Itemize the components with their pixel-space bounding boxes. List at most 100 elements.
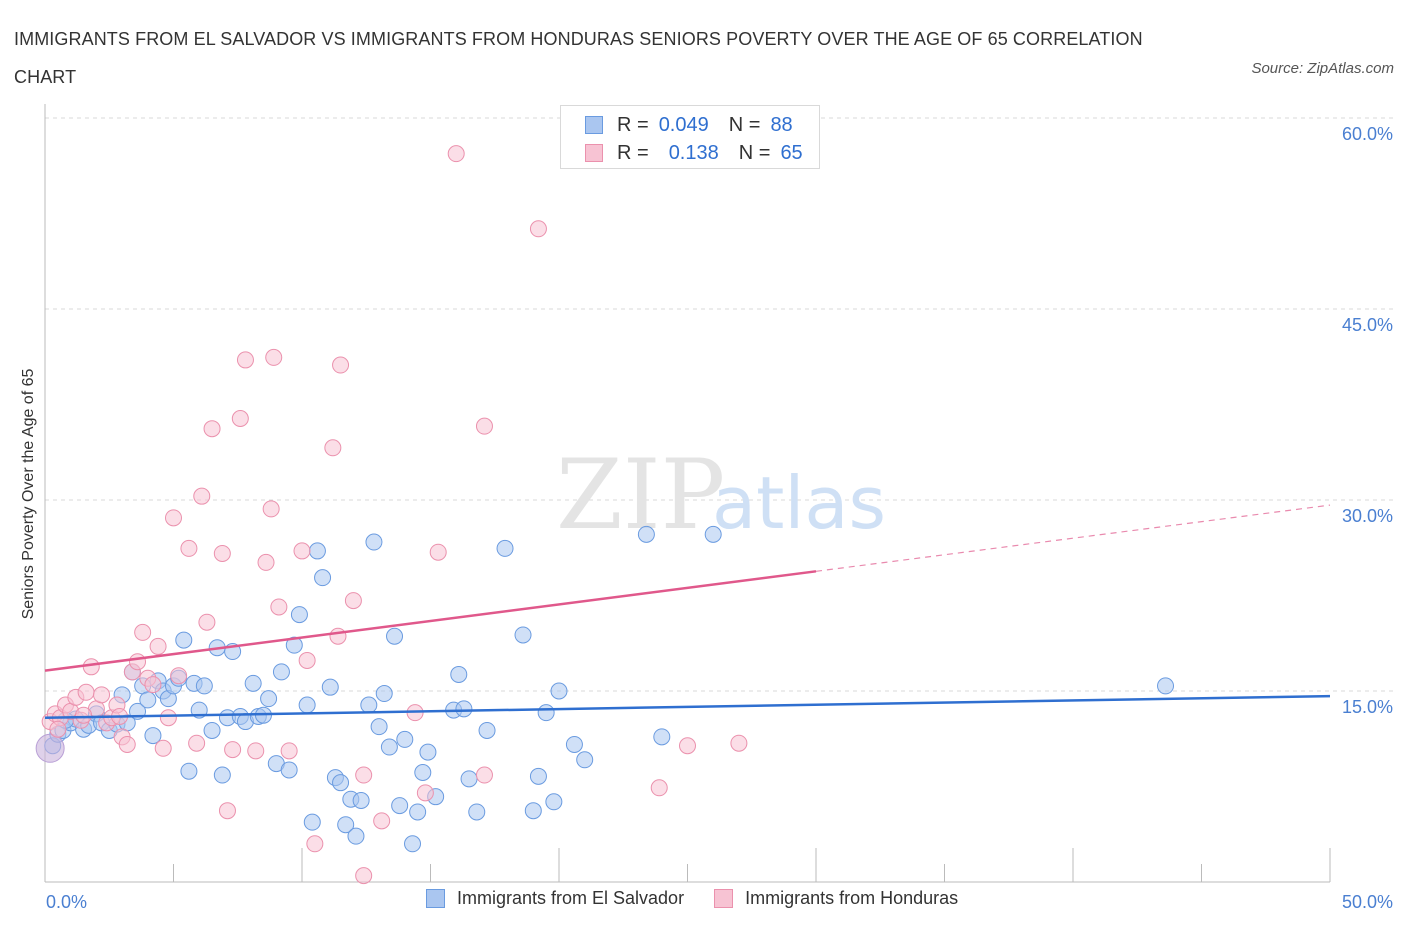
data-point-salvador (332, 774, 350, 792)
data-point-honduras (475, 417, 493, 435)
data-point-honduras (118, 735, 136, 753)
bottom-legend-item-salvador: Immigrants from El Salvador (426, 888, 684, 909)
trend-line-honduras (44, 570, 817, 672)
data-point-salvador (272, 663, 290, 681)
data-point-honduras (280, 742, 298, 760)
data-point-salvador (419, 743, 437, 761)
series-honduras (41, 145, 748, 885)
data-point-honduras (416, 784, 434, 802)
data-point-honduras (75, 706, 93, 724)
data-point-honduras (447, 145, 465, 163)
data-point-salvador (396, 730, 414, 748)
data-point-honduras (231, 410, 249, 428)
data-point-salvador (203, 721, 221, 739)
legend: R = 0.049 N = 88 R = 0.138 N = 65 (560, 105, 820, 169)
data-point-honduras (134, 623, 152, 641)
data-point-honduras (193, 487, 211, 505)
y-tick-label: 15.0% (1342, 697, 1393, 717)
x-tick-label: 0.0% (46, 892, 87, 912)
data-point-honduras (188, 734, 206, 752)
data-point-honduras (213, 544, 231, 562)
data-point-honduras (306, 835, 324, 853)
data-point-salvador (308, 542, 326, 560)
data-point-salvador (414, 763, 432, 781)
y-tick-label: 30.0% (1342, 506, 1393, 526)
data-point-salvador (404, 835, 422, 853)
data-point-salvador (537, 704, 555, 722)
data-point-salvador (244, 674, 262, 692)
data-point-honduras (247, 742, 265, 760)
data-point-salvador (144, 727, 162, 745)
data-point-salvador (175, 631, 193, 649)
data-point-salvador (337, 816, 355, 834)
grid-lines (45, 117, 1395, 692)
data-point-salvador (380, 738, 398, 756)
legend-r-value-salvador: 0.049 (658, 113, 709, 136)
x-tick-label: 50.0% (1342, 892, 1393, 912)
data-point-salvador (321, 678, 339, 696)
data-point-salvador (139, 691, 157, 709)
data-point-salvador (180, 762, 198, 780)
data-point-honduras (77, 683, 95, 701)
data-point-salvador (545, 793, 563, 811)
bottom-legend-swatch-salvador (426, 889, 445, 908)
data-point-salvador (285, 636, 303, 654)
data-point-salvador (303, 813, 321, 831)
data-point-salvador (375, 685, 393, 703)
data-point-honduras (203, 420, 221, 438)
legend-n-value-salvador: 88 (770, 113, 793, 136)
bottom-legend-label-honduras: Immigrants from Honduras (745, 888, 959, 908)
data-point-salvador (637, 525, 655, 543)
data-point-honduras (298, 651, 316, 669)
bottom-legend: Immigrants from El Salvador Immigrants f… (426, 888, 988, 909)
data-point-honduras (224, 741, 242, 759)
data-point-honduras (265, 348, 283, 366)
data-point-honduras (236, 351, 254, 369)
data-point-salvador (298, 696, 316, 714)
data-point-honduras (344, 592, 362, 610)
legend-row-honduras: R = 0.138 N = 65 (585, 140, 803, 166)
data-point-salvador (460, 770, 478, 788)
legend-n-value-honduras: 65 (780, 141, 803, 164)
data-point-honduras (49, 720, 67, 738)
legend-swatch-honduras (585, 144, 603, 162)
y-tick-label: 60.0% (1342, 124, 1393, 144)
data-point-honduras (154, 739, 172, 757)
data-point-salvador (524, 802, 542, 820)
data-point-honduras (293, 542, 311, 560)
data-point-honduras (149, 637, 167, 655)
data-point-salvador (576, 751, 594, 769)
data-point-salvador (360, 696, 378, 714)
data-point-salvador (391, 797, 409, 815)
data-point-salvador (550, 682, 568, 700)
data-point-salvador (496, 539, 514, 557)
data-point-honduras (332, 356, 350, 374)
legend-n-label: N = (738, 141, 771, 164)
legend-r-label: R = (617, 141, 649, 164)
trend-line-honduras-extension (815, 504, 1331, 572)
data-point-honduras (475, 766, 493, 784)
data-point-salvador (280, 761, 298, 779)
data-point-honduras (429, 543, 447, 561)
data-point-honduras (355, 867, 373, 885)
data-point-salvador (450, 665, 468, 683)
data-point-salvador (704, 525, 722, 543)
data-point-salvador (409, 803, 427, 821)
data-point-honduras (324, 439, 342, 457)
data-point-salvador (529, 767, 547, 785)
data-point-honduras (144, 676, 162, 694)
data-point-salvador (290, 606, 308, 624)
data-point-honduras (270, 598, 288, 616)
data-point-salvador (352, 792, 370, 810)
data-point-honduras (180, 539, 198, 557)
data-point-honduras (262, 500, 280, 518)
data-point-salvador (653, 728, 671, 746)
bottom-legend-swatch-honduras (714, 889, 734, 908)
data-point-salvador (195, 677, 213, 695)
data-point-honduras (129, 653, 147, 671)
data-point-honduras (170, 667, 188, 685)
data-point-honduras (373, 812, 391, 830)
data-point-salvador (213, 766, 231, 784)
data-point-honduras (82, 658, 100, 676)
